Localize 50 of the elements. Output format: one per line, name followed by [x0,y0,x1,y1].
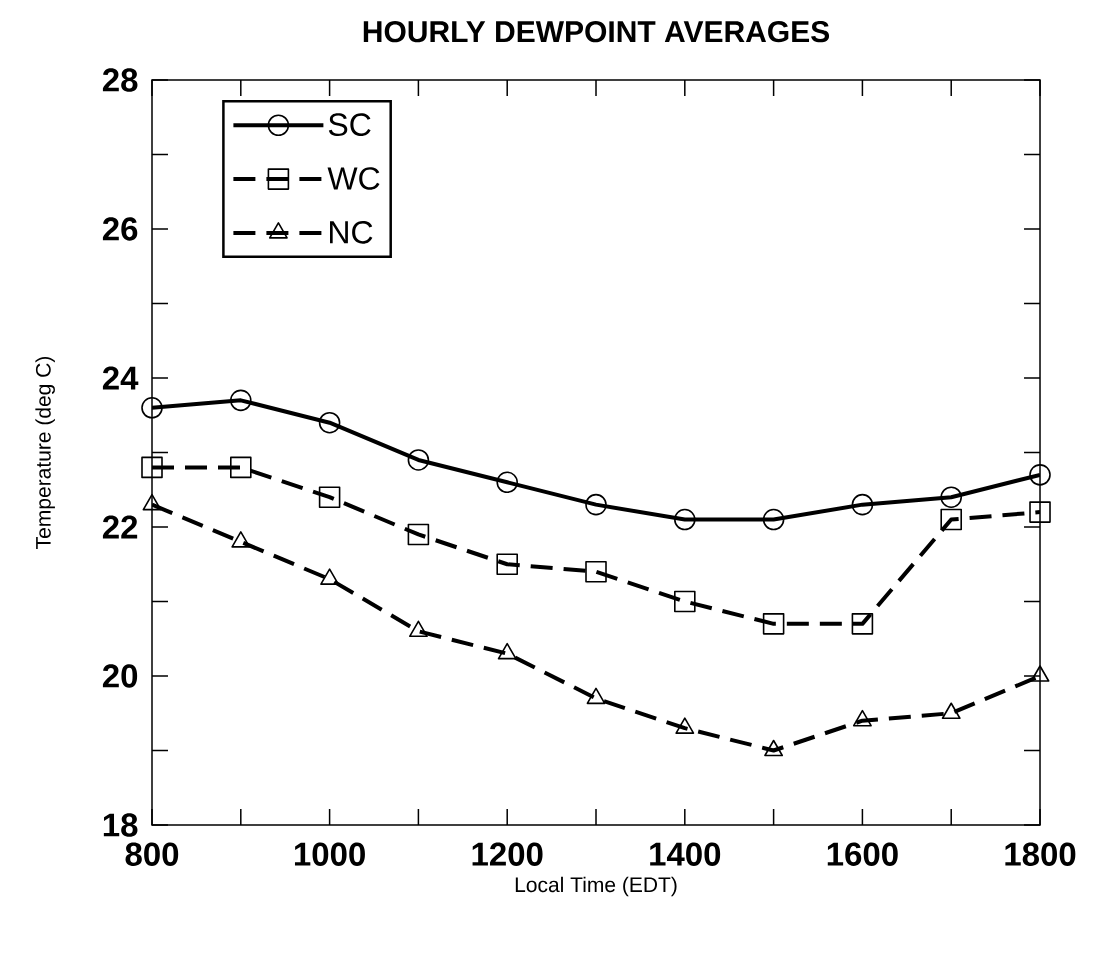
point [851,613,874,635]
point [940,486,963,508]
point [762,613,785,635]
y-tick-label: 26 [102,217,138,241]
point [941,702,961,720]
chart-title: HOURLY DEWPOINT AVERAGES [363,21,830,43]
point [1029,501,1051,523]
point [496,471,518,494]
x-tick-label: 1600 [827,842,898,866]
point [852,709,872,727]
legend-label: SC [328,113,371,136]
x-axis-title: Local Time (EDT) [515,876,677,897]
x-tick-label: 1400 [650,842,721,866]
x-tick-label: 1800 [1005,842,1076,866]
point [230,456,252,479]
y-tick-label: 24 [102,366,139,390]
x-tick-label: 1200 [472,842,543,866]
point [762,508,785,531]
y-tick-label: 20 [102,664,138,688]
point [675,717,695,734]
point [940,508,963,531]
legend-label: WC [327,167,380,190]
point [496,553,518,576]
point [1030,665,1050,682]
legend-label: NC [330,220,373,244]
point [764,739,784,757]
x-tick-label: 800 [125,842,179,866]
point [585,560,607,583]
point [407,449,430,471]
point [407,523,430,546]
point [674,590,696,613]
point [586,687,606,705]
point [585,493,607,516]
point [408,620,428,638]
point [231,531,251,548]
point [497,642,517,660]
y-tick-label: 28 [102,68,138,92]
point [674,508,696,531]
point [318,486,341,508]
point [141,396,163,419]
point [318,411,341,434]
y-axis-title: Temperature (deg C) [35,356,55,549]
point [320,568,340,585]
point [1029,464,1051,486]
x-tick-label: 1000 [294,842,365,866]
point [230,389,252,412]
point [141,456,163,479]
y-tick-label: 18 [103,813,138,837]
y-tick-label: 22 [102,515,138,539]
point [851,493,874,516]
